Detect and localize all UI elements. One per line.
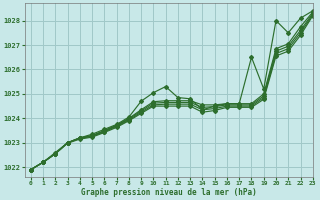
X-axis label: Graphe pression niveau de la mer (hPa): Graphe pression niveau de la mer (hPa) xyxy=(81,188,257,197)
